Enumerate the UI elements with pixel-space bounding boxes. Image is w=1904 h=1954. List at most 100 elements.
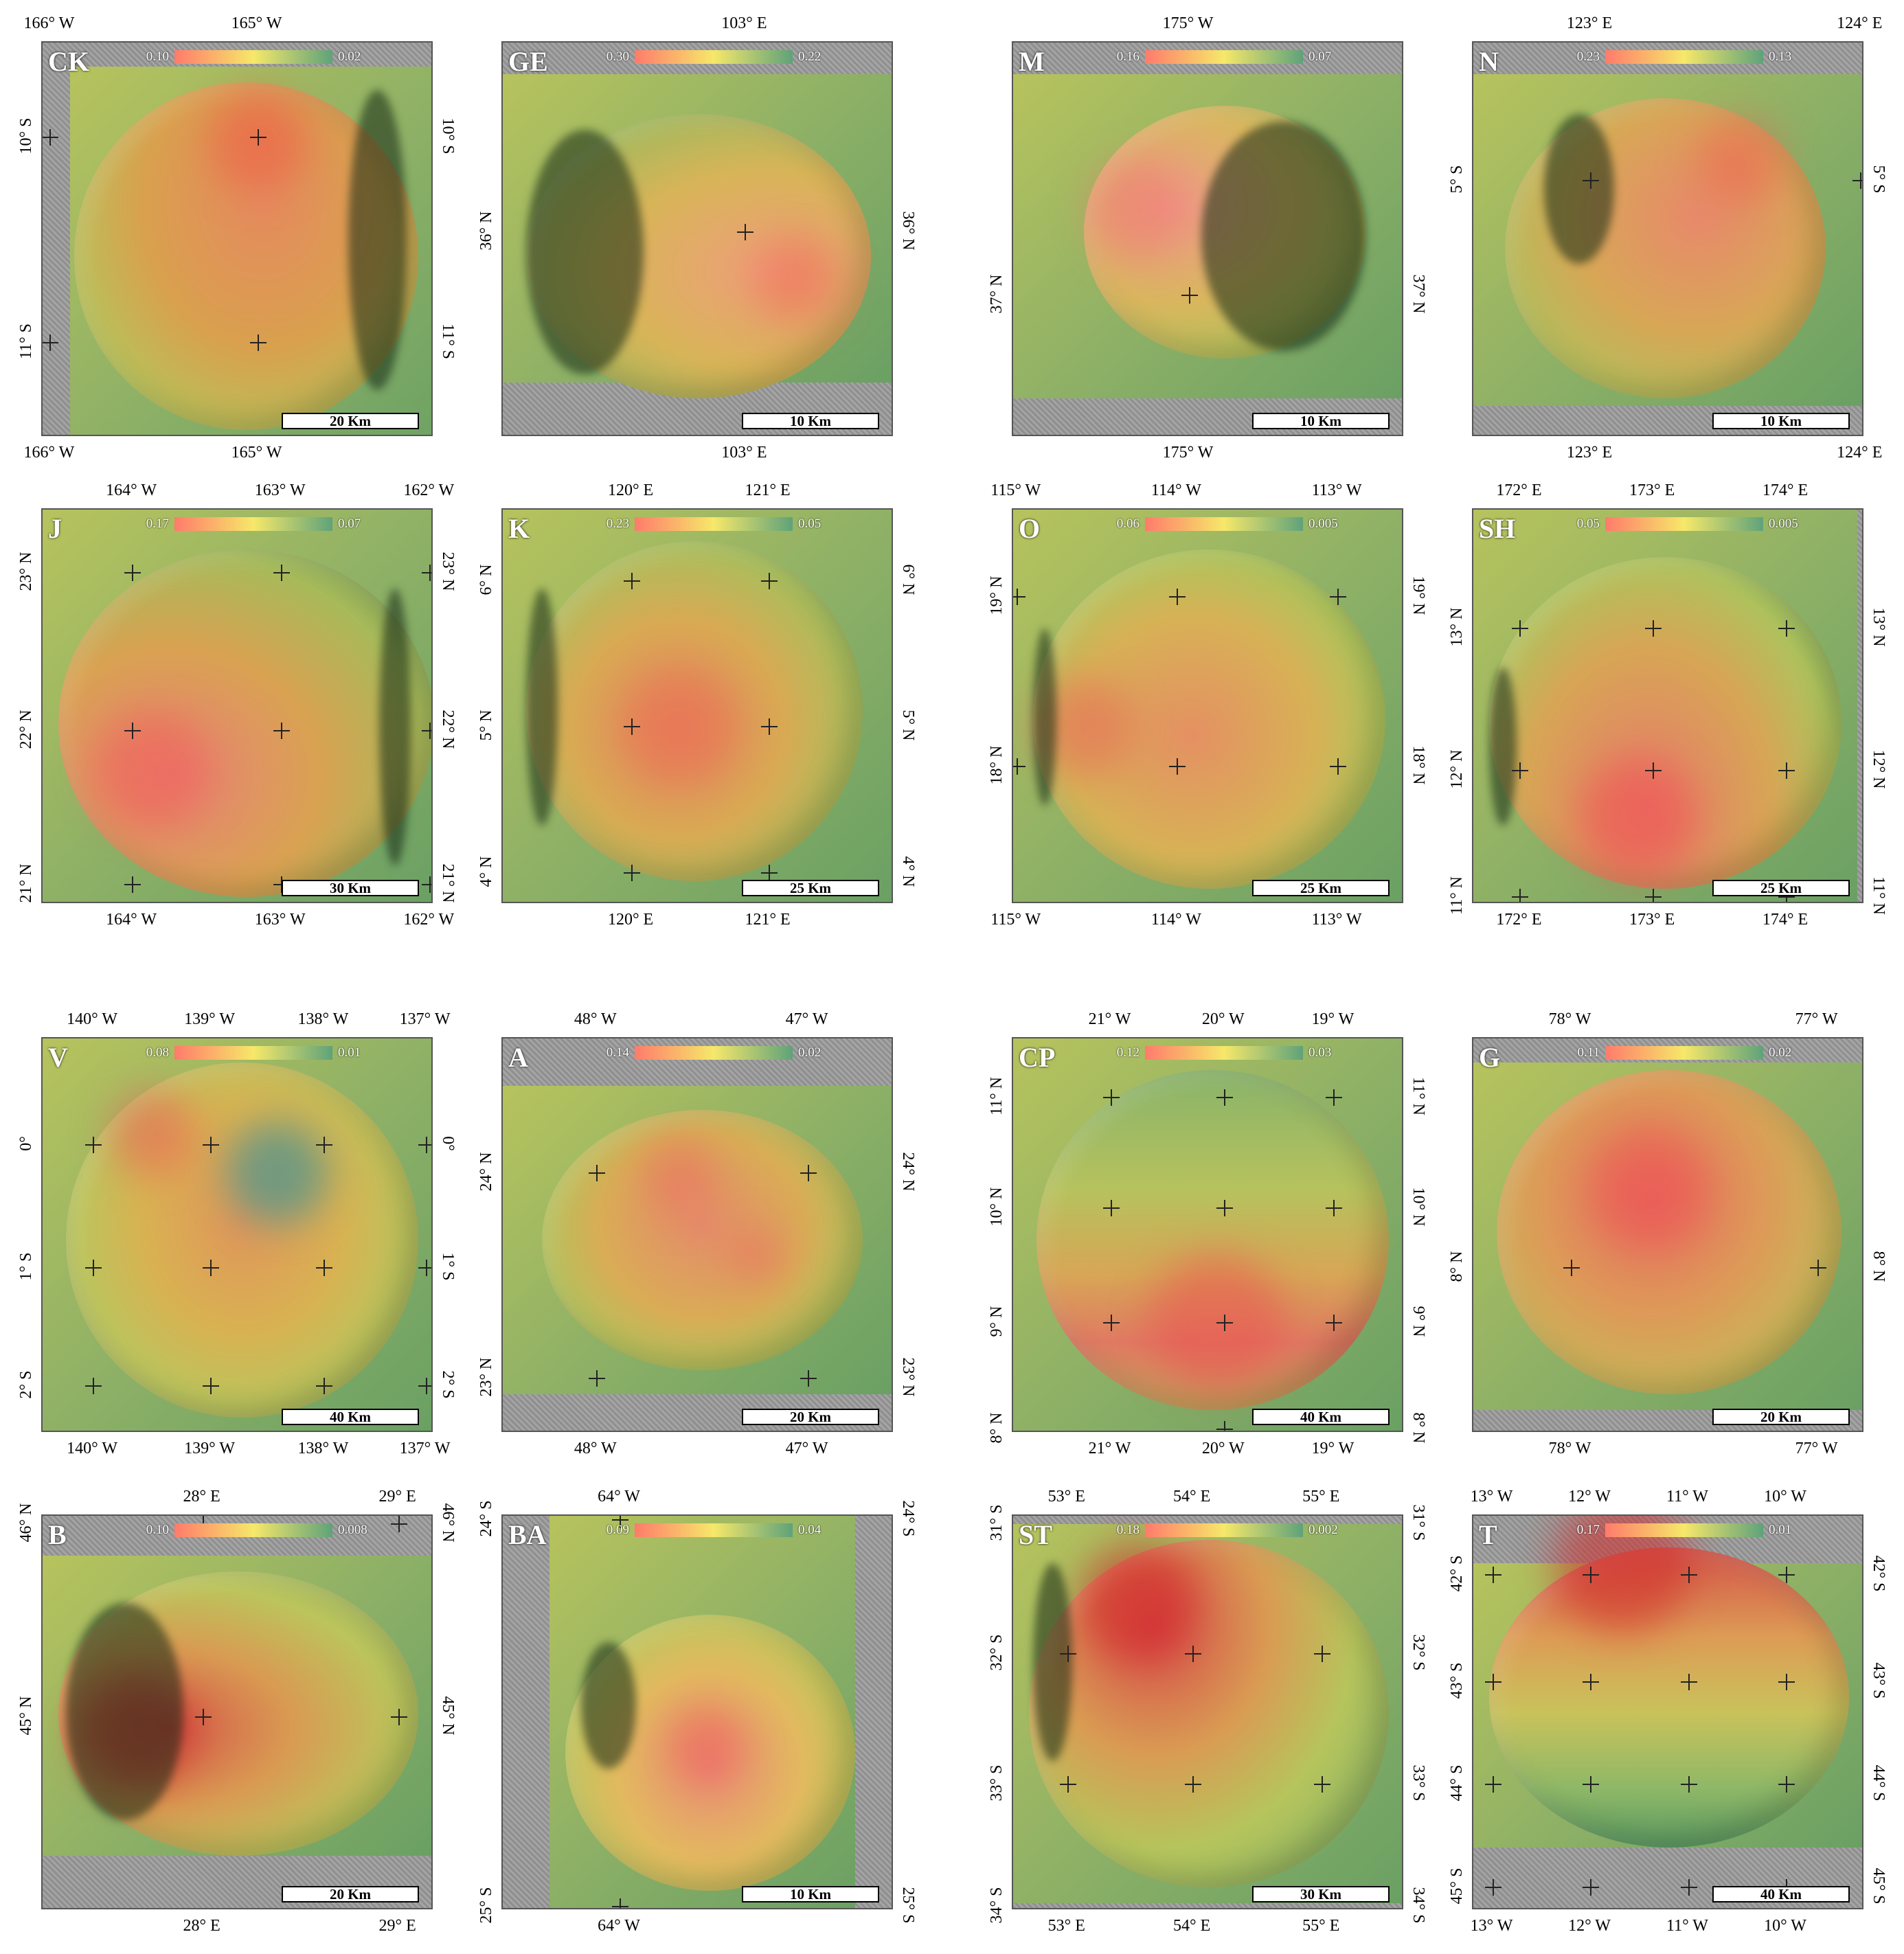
bottom-tick-label: 162° W [403,911,455,929]
legend-max-value: 0.002 [1308,1523,1338,1537]
left-tick-label: 9° N [988,1306,1006,1337]
grid-cross-icon [800,1370,817,1387]
panel-label: GE [508,46,548,77]
color-legend: 0.06 0.005 [1091,516,1357,532]
scale-bar: 30 Km [282,880,419,896]
heat-spot [109,1090,196,1177]
legend-max-value: 0.02 [1769,1045,1792,1060]
left-tick-label: 12° N [1448,749,1466,788]
grid-cross-icon [760,865,778,881]
right-tick-label: 43° S [1870,1662,1888,1699]
right-tick-label: 45° N [439,1696,457,1736]
right-tick-label: 9° N [1409,1306,1427,1337]
crater-panel-ba: BA 0.09 0.04 10 Km 64° W 64° W 24° S 25° S 24° S… [477,1488,917,1934]
bottom-tick-label: 175° W [1162,444,1214,462]
legend-max-value: 0.008 [338,1523,367,1537]
top-tick-label: 20° W [1201,1010,1245,1028]
bottom-tick-label: 47° W [785,1440,828,1457]
grid-cross-icon [1680,1567,1697,1584]
grid-cross-icon [1013,588,1025,605]
right-tick-label: 36° N [899,211,917,251]
grid-cross-icon [1185,1646,1202,1663]
grid-cross-icon [418,1378,431,1394]
grid-cross-icon [612,1898,628,1908]
top-tick-label: 10° W [1764,1488,1806,1506]
color-legend: 0.14 0.02 [581,1045,846,1060]
bottom-tick-label: 138° W [297,1440,349,1457]
top-tick-label: 173° E [1629,481,1675,499]
right-tick-label: 11° N [1870,876,1888,915]
scale-bar: 25 Km [1712,880,1850,896]
legend-max-value: 0.04 [798,1523,821,1537]
color-legend: 0.17 0.07 [121,516,386,532]
grid-cross-icon [1330,758,1347,775]
right-tick-label: 5° N [899,709,917,741]
heat-spot [639,1137,718,1216]
bottom-tick-label: 124° E [1837,444,1883,462]
legend-min-value: 0.17 [1576,1523,1600,1537]
grid-cross-icon [1484,1567,1501,1584]
grid-cross-icon [737,224,754,240]
right-tick-label: 34° S [1409,1887,1427,1924]
grid-cross-icon [124,723,141,739]
grid-cross-icon [418,1137,431,1154]
grid-cross-icon [1778,762,1795,779]
legend-min-value: 0.14 [606,1045,629,1060]
right-tick-label: 6° N [899,564,917,595]
grid-cross-icon [418,1259,431,1276]
crater-map: G 0.11 0.02 20 Km [1472,1037,1863,1432]
bottom-tick-label: 55° E [1302,1917,1340,1935]
bottom-tick-label: 48° W [574,1440,617,1457]
top-tick-label: 172° E [1496,481,1542,499]
right-tick-label: 32° S [1409,1634,1427,1671]
heat-spot [727,1226,787,1285]
grid-cross-icon [1216,1200,1233,1217]
left-tick-label: 8° N [1448,1251,1466,1282]
legend-color-bar [1145,1523,1303,1537]
grid-cross-icon [1484,1776,1501,1793]
crater-panel-m: M 0.16 0.07 10 Km 175° W 175° W 37° N 37° N [988,15,1427,461]
legend-color-bar [1145,50,1303,64]
grid-cross-icon [390,1709,407,1726]
right-tick-label: 8° N [1409,1412,1427,1444]
right-tick-label: 21° N [439,863,457,903]
crater-map: K 0.23 0.05 25 Km [501,508,893,903]
panel-label: SH [1479,513,1516,544]
legend-min-value: 0.18 [1116,1523,1140,1537]
legend-max-value: 0.005 [1769,516,1798,531]
crater-panel-a: A 0.14 0.02 20 Km 48° W 47° W 48° W 47° W 24° N 2… [477,1011,917,1457]
right-tick-label: 8° N [1870,1251,1888,1282]
left-tick-label: 46° N [17,1503,35,1542]
grid-cross-icon [1169,588,1186,605]
scale-bar: 20 Km [282,413,419,429]
grid-cross-icon [422,876,431,894]
grid-cross-icon [85,1378,102,1394]
left-tick-label: 11° N [1448,876,1466,915]
grid-cross-icon [1778,1673,1795,1690]
heat-spot [1089,159,1188,258]
crater-panel-j: J 0.17 0.07 30 Km 164° W 163° W 162° W 164° W 16… [17,482,457,928]
bottom-tick-label: 19° W [1311,1440,1355,1457]
legend-min-value: 0.23 [1576,49,1600,64]
bottom-tick-label: 28° E [183,1917,220,1935]
crater-panel-ck: CK 0.10 0.02 20 Km 166° W 165° W 166° W 165° W 1… [17,15,457,461]
grid-cross-icon [316,1137,333,1154]
right-tick-label: 1° S [439,1252,457,1280]
color-legend: 0.16 0.07 [1091,49,1357,65]
top-tick-label: 113° W [1311,481,1362,499]
bottom-tick-label: 120° E [607,911,654,929]
scale-bar: 20 Km [282,1886,419,1902]
scale-bar: 10 Km [742,1886,879,1902]
grid-cross-icon [273,876,290,894]
grid-cross-icon [1680,1878,1697,1896]
crater-panel-cp: CP 0.12 0.03 40 Km 21° W 20° W 19° W 21° W 20° W… [988,1011,1427,1457]
left-tick-label: 1° S [17,1252,35,1280]
crater-panel-b: B 0.10 0.008 20 Km 28° E 29° E 28° E 29° E 46° N… [17,1488,457,1934]
left-tick-label: 42° S [1448,1555,1466,1592]
grid-cross-icon [1852,172,1862,190]
left-tick-label: 8° N [988,1412,1006,1444]
legend-color-bar [635,517,793,531]
color-legend: 0.05 0.005 [1552,516,1817,532]
bottom-tick-label: 123° E [1566,444,1613,462]
top-tick-label: 103° E [721,14,767,32]
